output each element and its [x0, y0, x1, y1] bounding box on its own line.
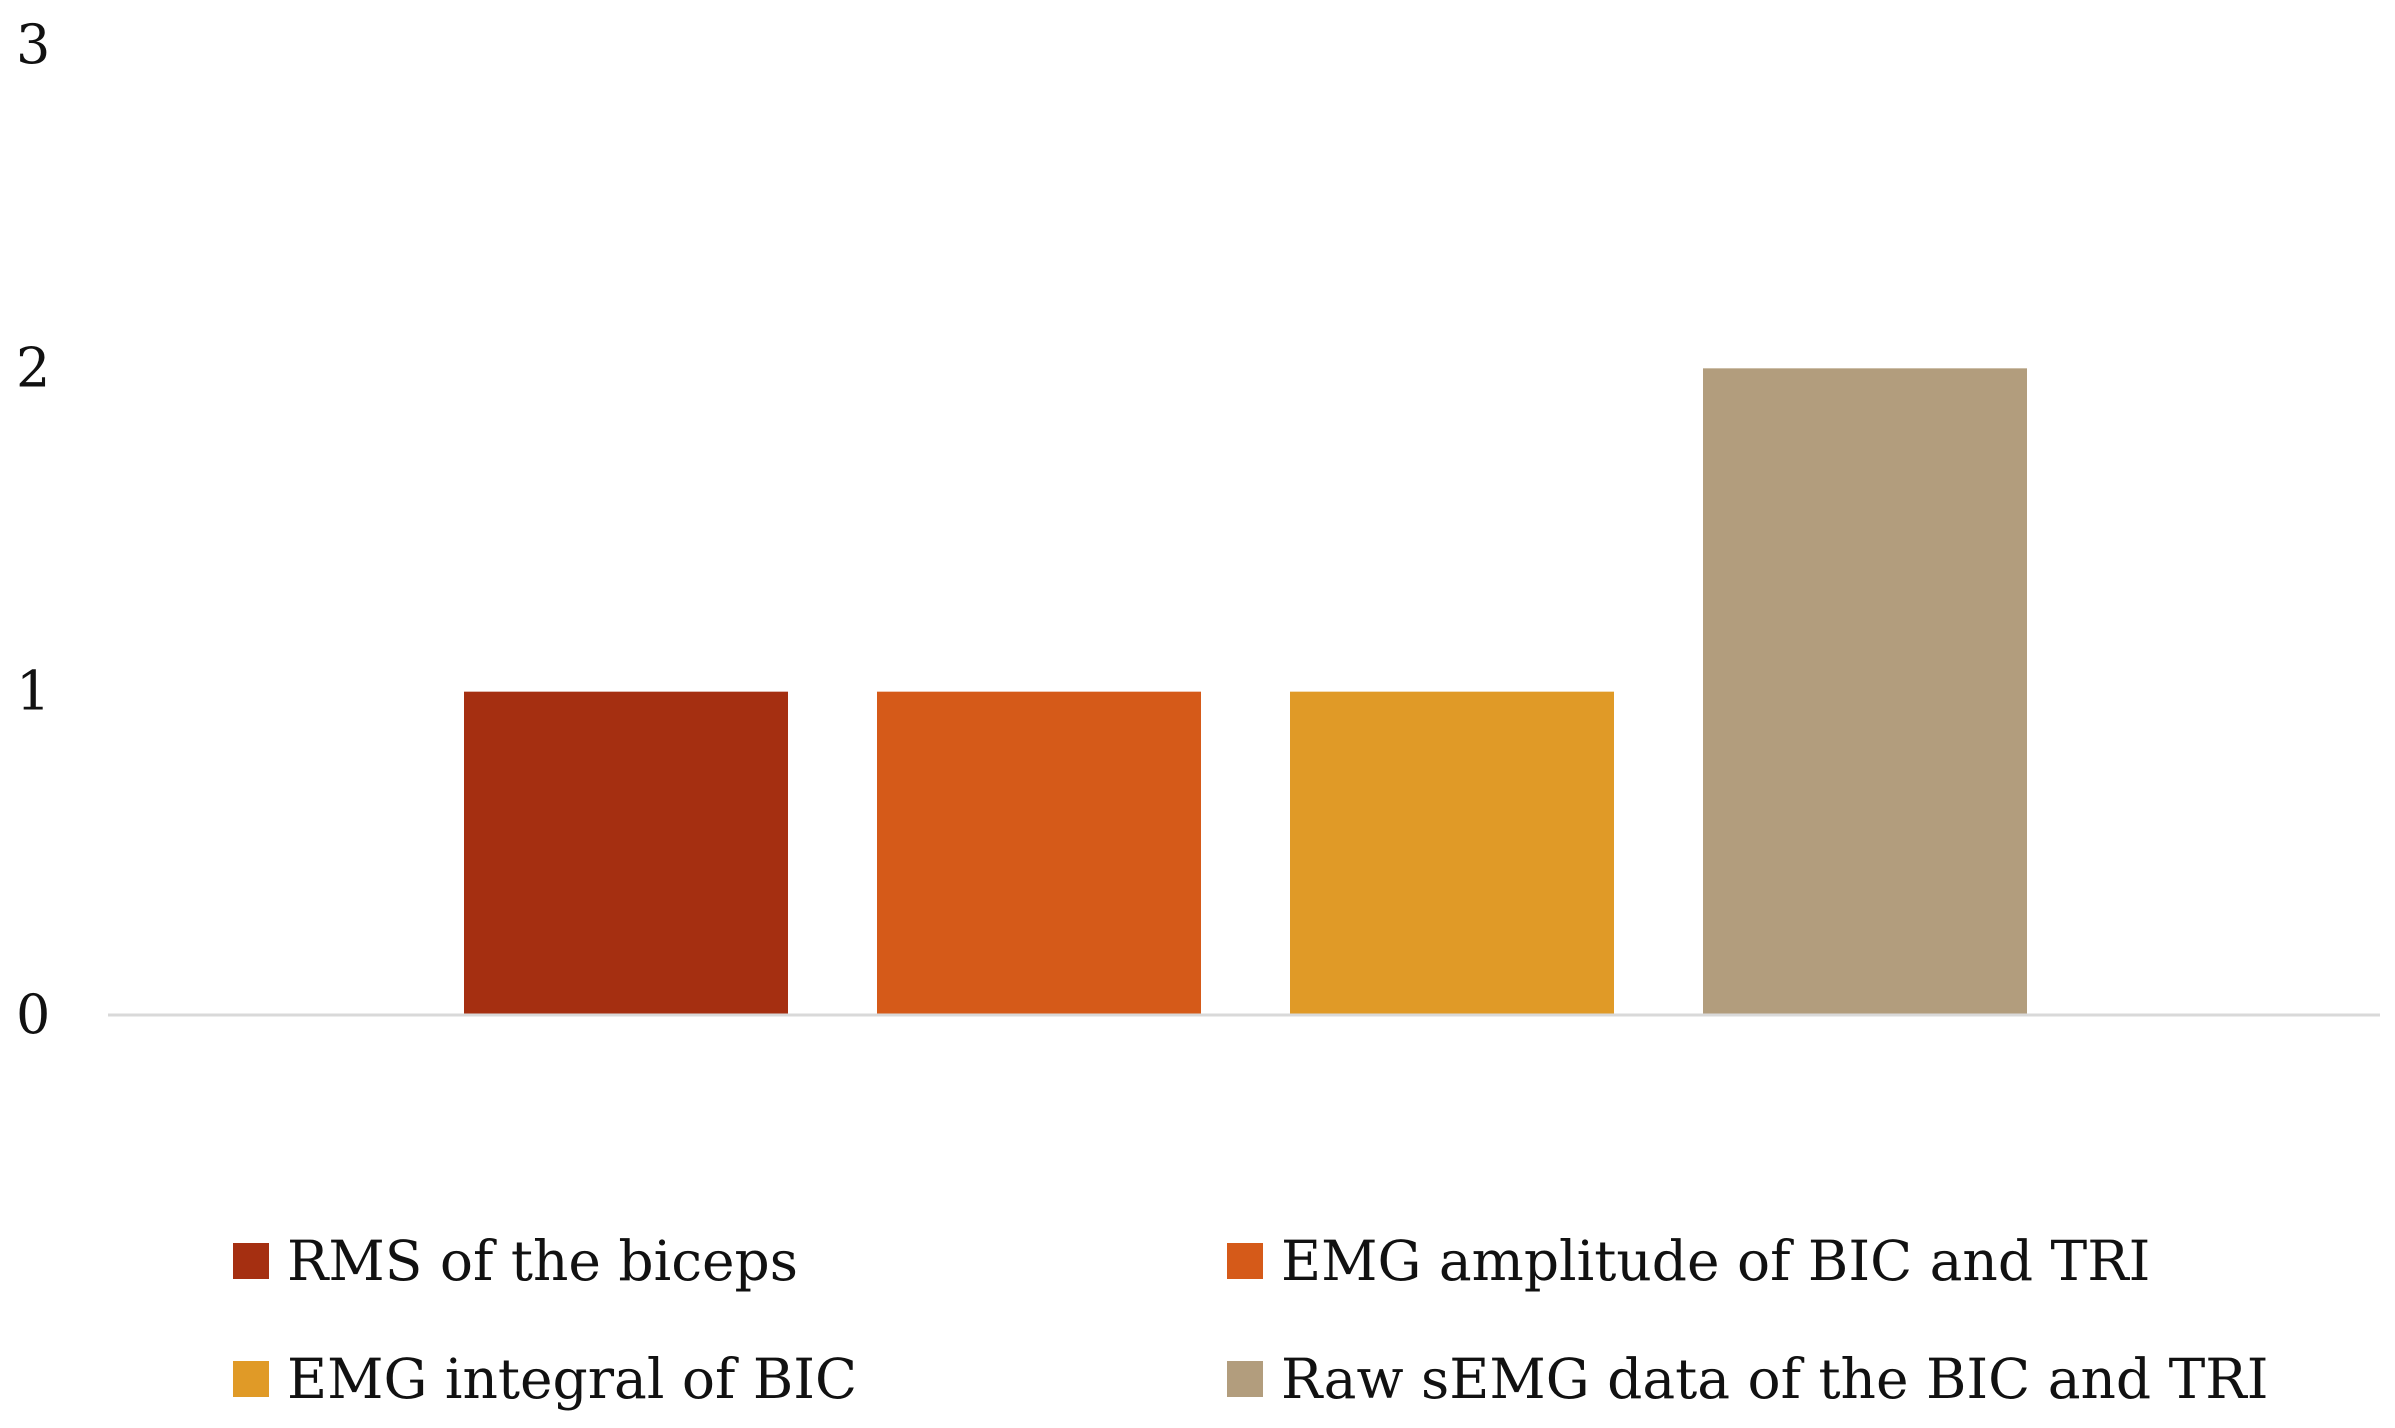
bars-group — [464, 368, 2027, 1015]
bar-3 — [1290, 691, 1614, 1015]
y-tick-label-0: 0 — [16, 983, 50, 1046]
bar-4 — [1703, 368, 2027, 1015]
bar-2 — [877, 691, 1201, 1015]
y-axis-ticks: 0 1 2 3 — [16, 13, 50, 1046]
y-tick-label-2: 2 — [16, 336, 50, 399]
y-tick-label-3: 3 — [16, 13, 50, 76]
y-tick-label-1: 1 — [16, 660, 50, 723]
bar-1 — [464, 691, 788, 1015]
